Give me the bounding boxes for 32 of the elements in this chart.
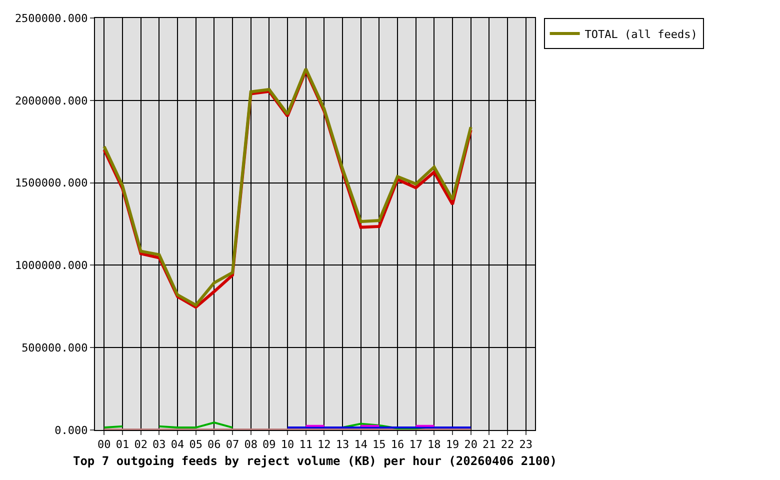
x-tick-label: 21 (482, 438, 496, 452)
x-tick-label: 02 (134, 438, 148, 452)
y-tick-label: 1000000.000 (14, 259, 88, 272)
y-tick-label: 0.000 (54, 424, 88, 437)
x-tick-label: 15 (372, 438, 386, 452)
x-tick-label: 06 (208, 438, 221, 452)
x-tick-label: 00 (98, 438, 111, 452)
x-tick-label: 03 (152, 438, 166, 452)
x-tick-label: 09 (262, 438, 276, 452)
x-tick-label: 23 (519, 438, 532, 452)
x-tick-label: 20 (464, 438, 478, 452)
x-tick-label: 19 (446, 438, 460, 452)
x-tick-label: 13 (336, 438, 350, 452)
y-tick-label: 500000.000 (22, 341, 88, 354)
x-tick-label: 01 (116, 438, 130, 452)
x-tick-label: 11 (299, 438, 312, 452)
y-tick-label: 2000000.000 (14, 94, 88, 108)
x-tick-label: 18 (428, 438, 441, 452)
x-tick-label: 16 (390, 438, 404, 452)
x-tick-label: 04 (170, 438, 184, 452)
x-tick-label: 12 (318, 438, 331, 452)
x-tick-label: 10 (280, 438, 294, 452)
x-tick-label: 07 (226, 438, 240, 452)
x-tick-label: 14 (354, 438, 368, 452)
x-axis-title: Top 7 outgoing feeds by reject volume (KB) per hour (20260406 2100) (72, 454, 558, 468)
y-tick-label: 2500000.000 (14, 12, 88, 25)
x-tick-label: 22 (500, 438, 514, 452)
y-tick-label: 1500000.000 (14, 176, 88, 190)
legend-label: TOTAL (all feeds) (584, 28, 698, 41)
x-tick-label: 08 (244, 438, 258, 452)
x-tick-label: 05 (189, 438, 202, 452)
x-tick-label: 17 (409, 438, 422, 452)
